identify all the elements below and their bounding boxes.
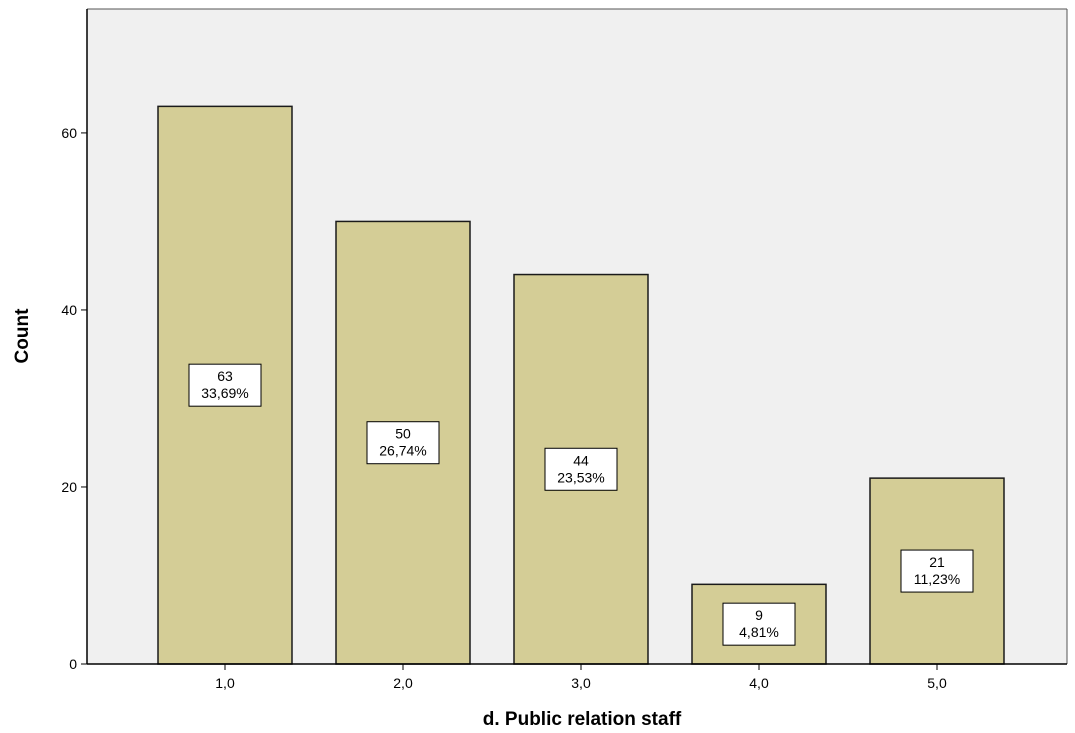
bar-value-label-4: 9 [755, 607, 763, 623]
bar-percent-label-5: 11,23% [914, 571, 960, 587]
x-tick-label-4: 4,0 [749, 675, 769, 691]
bar-percent-label-4: 4,81% [739, 624, 779, 640]
y-tick-label-0: 0 [69, 656, 77, 672]
bar-percent-label-3: 23,53% [557, 469, 604, 485]
y-ticks-group: 0 20 40 60 [61, 125, 87, 672]
x-ticks-group: 1,0 2,0 3,0 4,0 5,0 [215, 664, 947, 691]
x-tick-label-1: 1,0 [215, 675, 235, 691]
x-tick-label-2: 2,0 [393, 675, 413, 691]
x-tick-label-5: 5,0 [927, 675, 947, 691]
bar-value-label-2: 50 [395, 426, 411, 442]
y-axis-title: Count [12, 308, 33, 364]
bar-percent-label-1: 33,69% [201, 385, 248, 401]
bar-label-box-5 [900, 549, 974, 593]
bar-value-label-1: 63 [217, 368, 233, 384]
bar-label-box-1 [188, 363, 262, 407]
y-tick-label-60: 60 [61, 125, 77, 141]
x-tick-label-3: 3,0 [571, 675, 591, 691]
x-axis-title: d. Public relation staff [483, 709, 682, 730]
y-tick-label-20: 20 [61, 479, 77, 495]
bar-value-label-5: 21 [929, 554, 945, 570]
bar-percent-label-2: 26,74% [379, 443, 426, 459]
bar-value-label-3: 44 [573, 452, 589, 468]
bar-label-box-2 [366, 421, 440, 465]
bar-label-box-3 [544, 447, 618, 491]
y-tick-label-40: 40 [61, 302, 77, 318]
bar-label-box-4 [722, 602, 796, 646]
